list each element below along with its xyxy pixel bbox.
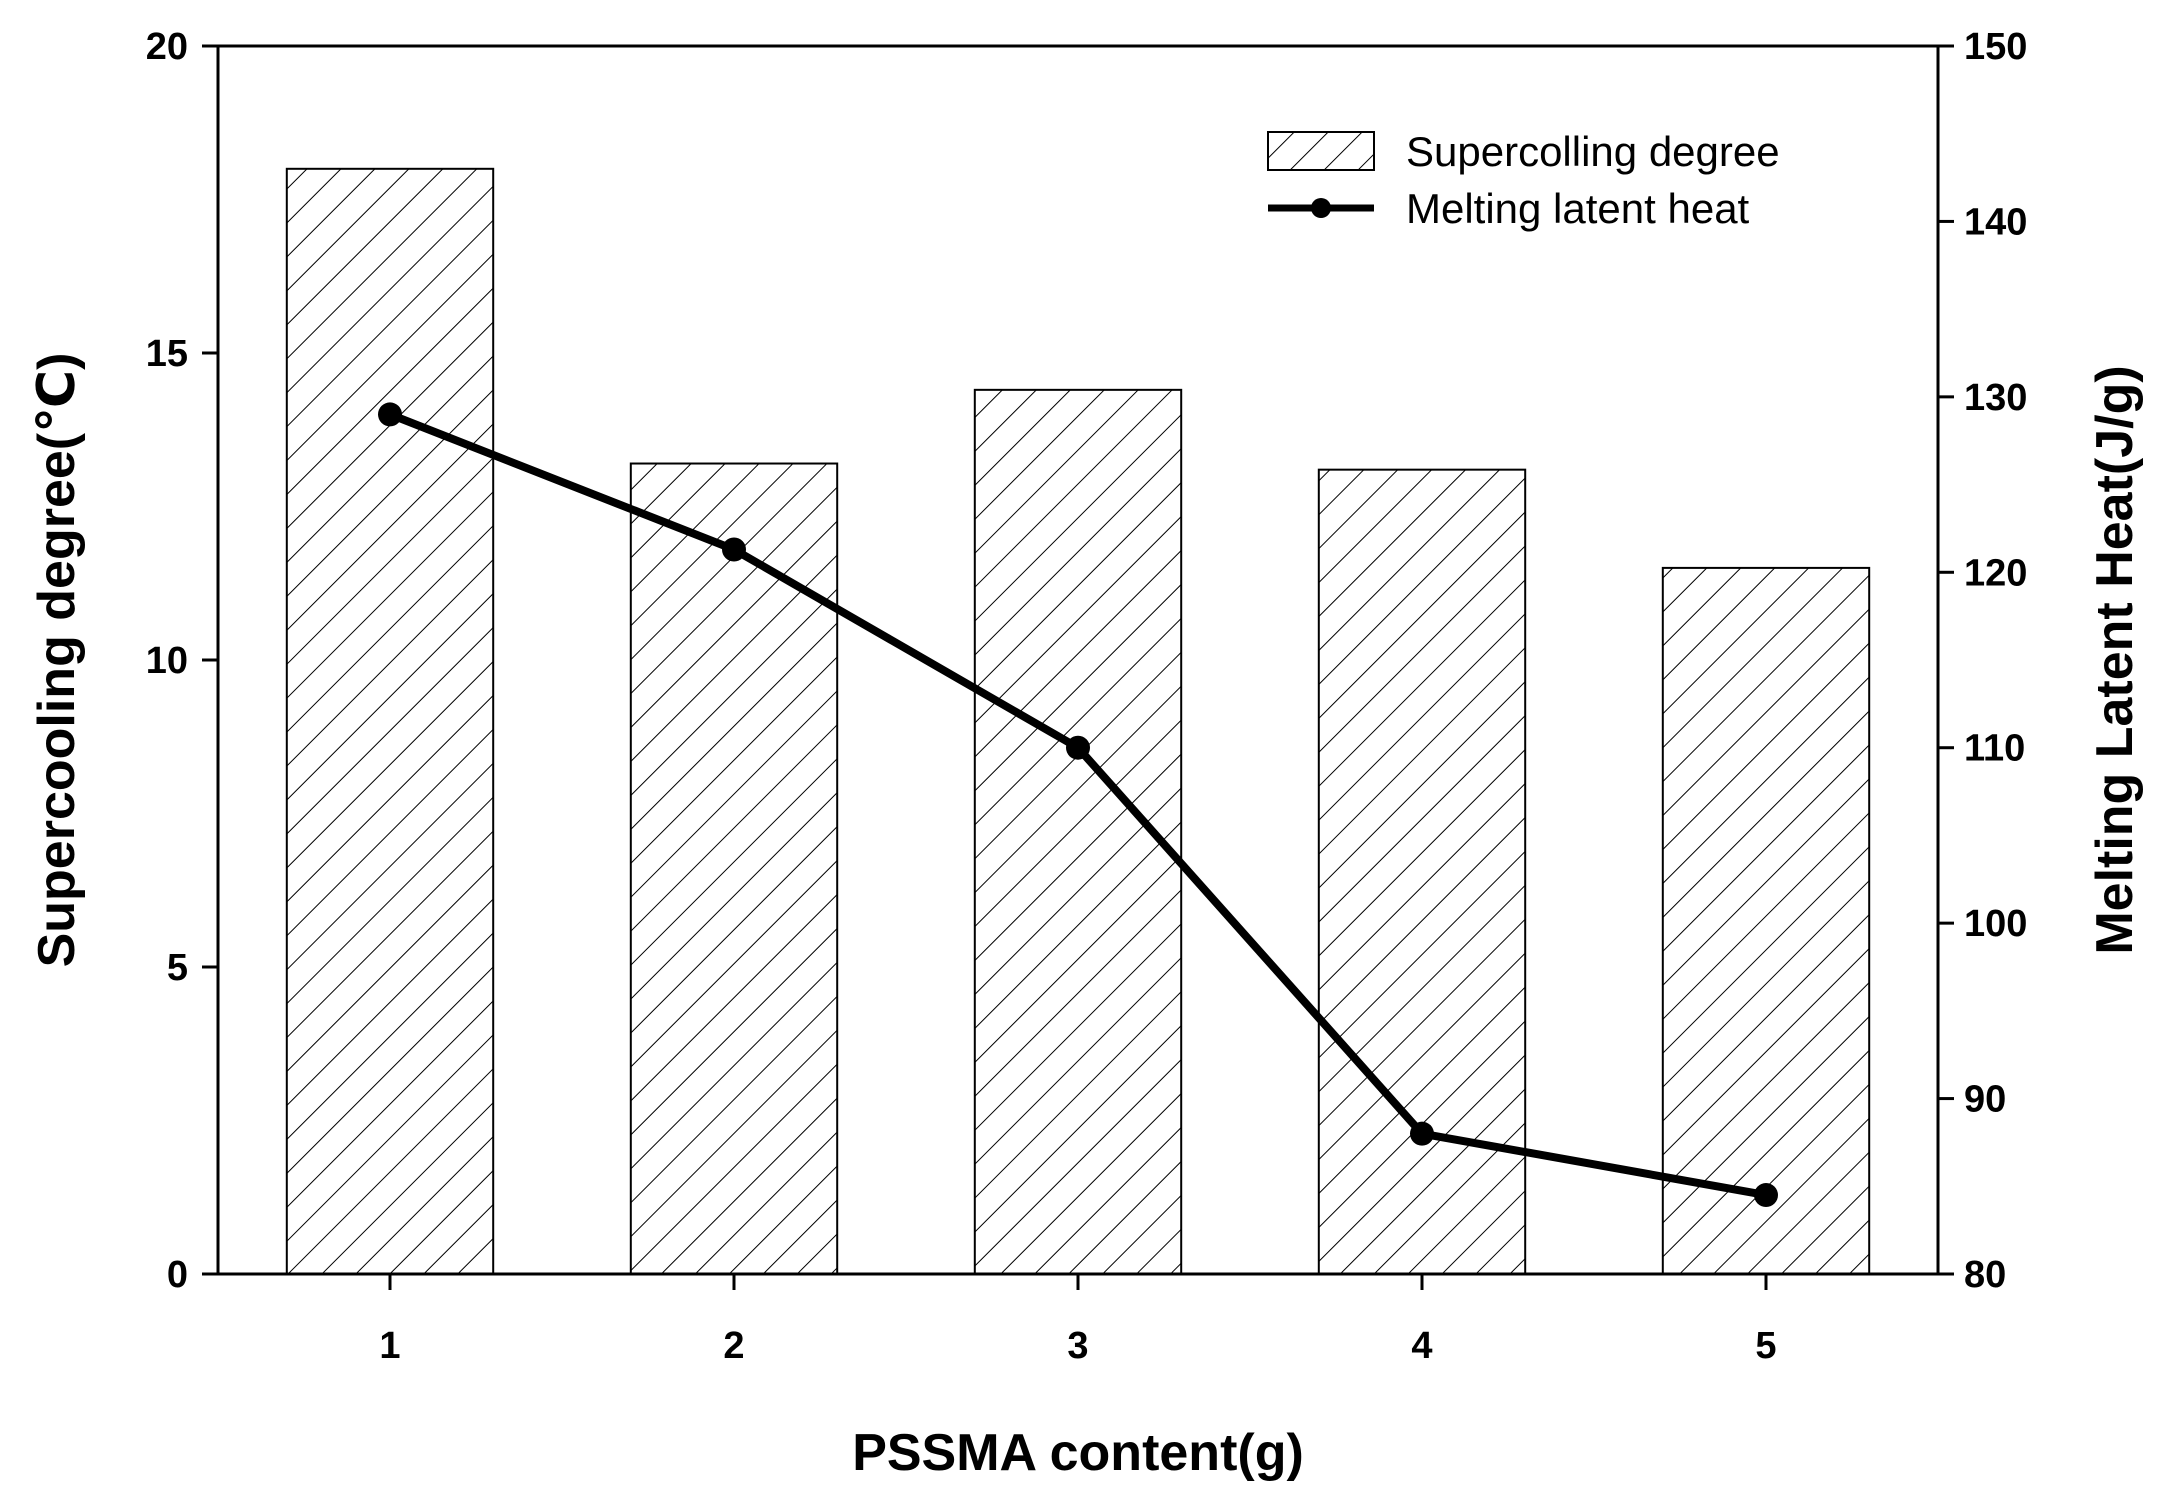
- y-right-tick-label: 150: [1964, 26, 2027, 68]
- x-tick-label: 3: [1067, 1325, 1088, 1367]
- x-axis-title: PSSMA content(g): [852, 1424, 1304, 1482]
- y-left-tick-label: 5: [167, 947, 188, 989]
- bar-5: [1661, 566, 1871, 1275]
- y-right-tick-label: 100: [1964, 903, 2027, 945]
- x-tick-label: 2: [723, 1325, 744, 1367]
- legend-bar-label: Supercolling degree: [1406, 128, 1780, 175]
- x-tick-label: 1: [379, 1325, 400, 1367]
- y-axis-left-title: Supercooling degree(℃): [28, 353, 86, 968]
- y-left-tick-label: 0: [167, 1254, 188, 1296]
- y-right-tick-label: 120: [1964, 552, 2027, 594]
- line-point-3: [1066, 735, 1090, 760]
- legend: Supercolling degree Melting latent heat: [1267, 128, 1780, 232]
- bar-3: [973, 388, 1183, 1275]
- line-point-2: [722, 537, 746, 562]
- y-right-tick-label: 110: [1964, 728, 2025, 770]
- bar-series: [285, 167, 1871, 1276]
- y-axis-right-title: Melting Latent Heat(J/g): [2086, 365, 2144, 954]
- y-right-tick-label: 140: [1964, 201, 2027, 243]
- line-point-1: [378, 402, 402, 427]
- bar-1: [285, 167, 495, 1275]
- y-right-tick-label: 130: [1964, 377, 2027, 419]
- axis-ticks: [202, 44, 1954, 1290]
- x-tick-label: 5: [1755, 1325, 1776, 1367]
- legend-line-marker: [1311, 198, 1331, 218]
- y-right-tick-label: 90: [1964, 1079, 2006, 1121]
- x-tick-label: 4: [1411, 1325, 1432, 1367]
- legend-line-label: Melting latent heat: [1406, 185, 1750, 232]
- line-point-4: [1410, 1121, 1434, 1146]
- y-left-tick-label: 20: [146, 26, 188, 68]
- bar-4: [1317, 468, 1527, 1276]
- y-right-tick-label: 80: [1964, 1254, 2006, 1296]
- line-point-5: [1754, 1183, 1778, 1208]
- y-left-tick-label: 15: [146, 333, 188, 375]
- legend-bar-swatch: [1267, 131, 1375, 171]
- tick-labels: 0 5 10 15 20 80 90 100 110 120 130 140 150 1 2 3 4 5: [146, 26, 2028, 1367]
- line-series: [378, 402, 1778, 1208]
- y-left-tick-label: 10: [146, 640, 188, 682]
- bar-2: [629, 462, 839, 1275]
